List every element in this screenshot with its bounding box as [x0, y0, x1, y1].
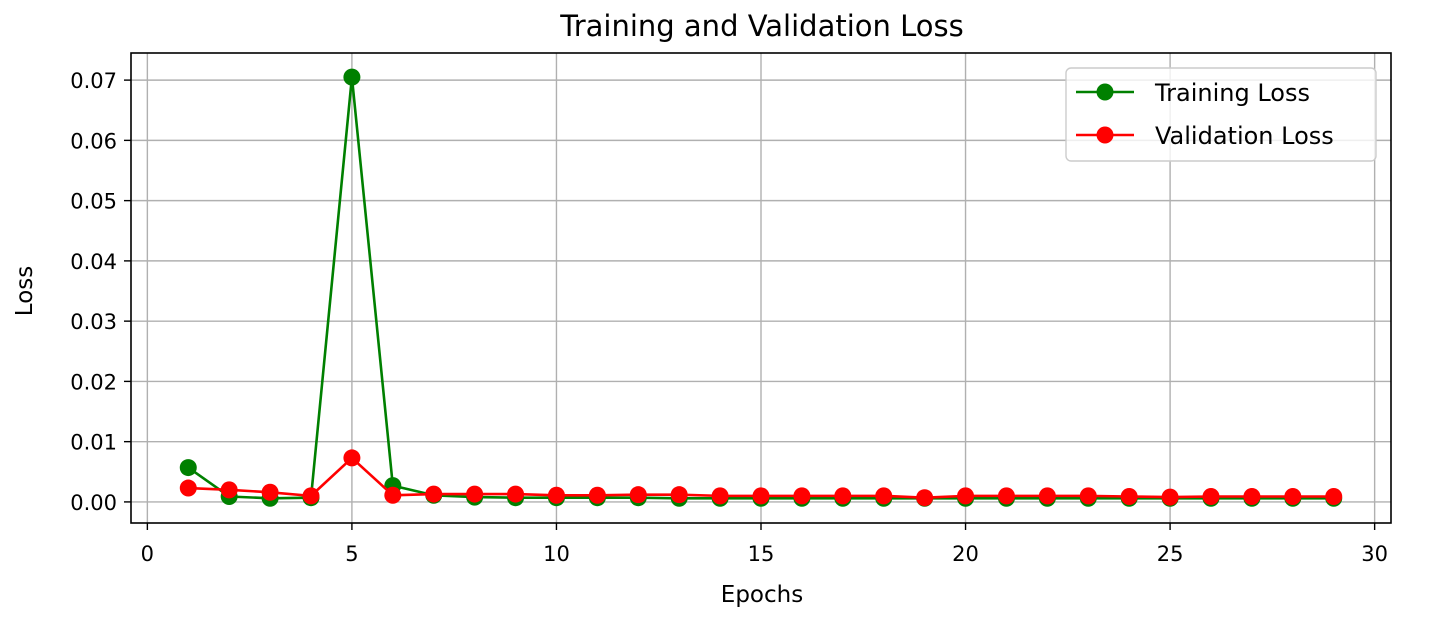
y-tick-label: 0.04 [70, 250, 117, 274]
validation-loss-point [1038, 487, 1056, 505]
y-tick-label: 0.03 [70, 310, 117, 334]
x-tick-label: 20 [952, 542, 979, 566]
validation-loss-point [916, 489, 934, 507]
legend-label: Validation Loss [1155, 122, 1334, 150]
training-loss-point [179, 459, 197, 477]
x-tick-label: 25 [1157, 542, 1184, 566]
validation-loss-point [1202, 487, 1220, 505]
y-axis-label: Loss [12, 266, 38, 316]
series-layer [179, 68, 1343, 507]
validation-loss-point [588, 486, 606, 504]
validation-loss-point [1161, 488, 1179, 506]
y-tick-label: 0.07 [70, 69, 117, 93]
validation-loss-point [711, 487, 729, 505]
validation-loss-point [547, 486, 565, 504]
validation-loss-point [1120, 487, 1138, 505]
validation-loss-point [834, 487, 852, 505]
legend-item-validation-loss: Validation Loss [1076, 122, 1334, 150]
legend-label: Training Loss [1154, 79, 1310, 107]
x-axis-label: Epochs [721, 582, 803, 608]
legend-swatch-marker [1096, 83, 1114, 101]
validation-loss-point [1325, 487, 1343, 505]
y-tick-label: 0.00 [70, 491, 117, 515]
validation-loss-point [629, 486, 647, 504]
x-tick-label: 10 [543, 542, 570, 566]
y-tick-label: 0.06 [70, 129, 117, 153]
y-axis-ticks: 0.00 0.01 0.02 0.03 0.04 0.05 0.06 0.07 [70, 69, 131, 515]
validation-loss-point [670, 486, 688, 504]
validation-loss-point [384, 486, 402, 504]
validation-loss-point [752, 487, 770, 505]
y-tick-label: 0.05 [70, 190, 117, 214]
validation-loss-point [1243, 487, 1261, 505]
validation-loss-point [466, 485, 484, 503]
legend-box [1065, 67, 1377, 162]
x-axis-ticks: 0 5 10 15 20 25 30 [141, 523, 1388, 566]
validation-loss-point [302, 487, 320, 505]
validation-loss-series [179, 449, 1343, 507]
validation-loss-point [343, 449, 361, 467]
validation-loss-point [507, 485, 525, 503]
validation-loss-point [875, 487, 893, 505]
x-tick-label: 15 [748, 542, 775, 566]
legend-swatch-marker [1096, 126, 1114, 144]
x-tick-label: 0 [141, 542, 154, 566]
validation-loss-point [425, 485, 443, 503]
legend: Training Loss Validation Loss [1065, 67, 1377, 162]
validation-loss-point [1284, 487, 1302, 505]
chart-title: Training and Validation Loss [559, 9, 963, 43]
validation-loss-point [1079, 487, 1097, 505]
validation-loss-point [220, 481, 238, 499]
validation-loss-point [793, 487, 811, 505]
validation-loss-point [957, 487, 975, 505]
x-tick-label: 5 [345, 542, 358, 566]
validation-loss-point [179, 479, 197, 497]
legend-item-training-loss: Training Loss [1076, 79, 1310, 107]
y-tick-label: 0.01 [70, 431, 117, 455]
training-loss-point [343, 68, 361, 86]
y-tick-label: 0.02 [70, 370, 117, 394]
x-tick-label: 30 [1361, 542, 1388, 566]
validation-loss-point [997, 487, 1015, 505]
validation-loss-point [261, 483, 279, 501]
